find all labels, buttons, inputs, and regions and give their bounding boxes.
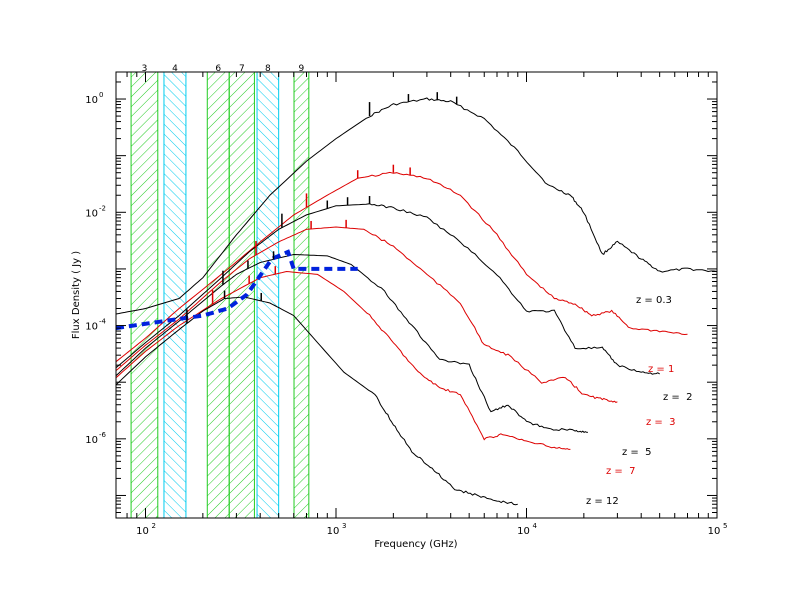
sed-curves bbox=[116, 92, 717, 506]
redshift-labels: z = 0.3 z = 1 z = 2 z = 3 z = 5 z = 7 z = 12 bbox=[586, 295, 693, 507]
x-axis-label: Frequency (GHz) bbox=[374, 539, 457, 550]
band-label-9: 9 bbox=[299, 64, 305, 74]
sed-curve-3 bbox=[116, 203, 660, 375]
x-tick-exponent: 2 bbox=[152, 522, 156, 530]
sed-curve-6 bbox=[116, 270, 571, 450]
sed-curve-1 bbox=[116, 97, 717, 315]
y-tick-exponent: -2 bbox=[99, 204, 106, 212]
band-regions: 3 4 6 7 8 9 bbox=[130, 64, 310, 519]
band-label-6: 6 bbox=[215, 64, 221, 74]
band-3 bbox=[130, 71, 159, 519]
band-9 bbox=[293, 71, 310, 519]
band-label-8: 8 bbox=[265, 64, 271, 74]
plot-frame bbox=[115, 71, 718, 519]
x-tick-label: 10 bbox=[136, 526, 149, 537]
x-tick-label: 10 bbox=[327, 526, 340, 537]
y-tick-exponent: 0 bbox=[99, 91, 103, 99]
axes: 10 2 10 3 10 4 10 510 -610 -410 -210 0 bbox=[85, 71, 727, 537]
sed-curve-5 bbox=[116, 253, 588, 434]
sed-curve-2 bbox=[116, 171, 688, 363]
band-label-3: 3 bbox=[142, 64, 148, 74]
x-tick-label: 10 bbox=[517, 526, 530, 537]
band-7 bbox=[228, 71, 255, 519]
series-label-7: z = 12 bbox=[586, 496, 619, 507]
sensitivity-curve bbox=[116, 249, 358, 331]
series-label-4: z = 3 bbox=[646, 417, 676, 428]
x-tick-exponent: 3 bbox=[342, 522, 346, 530]
y-tick-label: 10 bbox=[85, 435, 98, 446]
series-label-2: z = 1 bbox=[648, 364, 674, 375]
y-tick-exponent: -4 bbox=[99, 318, 107, 326]
series-label-1: z = 0.3 bbox=[636, 295, 672, 306]
y-tick-label: 10 bbox=[85, 322, 98, 333]
x-tick-label: 10 bbox=[708, 526, 721, 537]
sed-curve-4 bbox=[116, 226, 618, 403]
y-axis-label: Flux Density ( Jy ) bbox=[71, 251, 82, 339]
band-label-7: 7 bbox=[239, 64, 245, 74]
series-label-3: z = 2 bbox=[663, 392, 693, 403]
y-tick-label: 10 bbox=[85, 208, 98, 219]
x-tick-exponent: 4 bbox=[533, 522, 538, 530]
band-8 bbox=[256, 71, 280, 519]
series-label-6: z = 7 bbox=[606, 466, 636, 477]
x-tick-exponent: 5 bbox=[723, 522, 727, 530]
y-tick-exponent: -6 bbox=[99, 431, 107, 439]
y-tick-label: 10 bbox=[85, 95, 98, 106]
series-label-5: z = 5 bbox=[622, 447, 652, 458]
band-label-4: 4 bbox=[172, 64, 178, 74]
